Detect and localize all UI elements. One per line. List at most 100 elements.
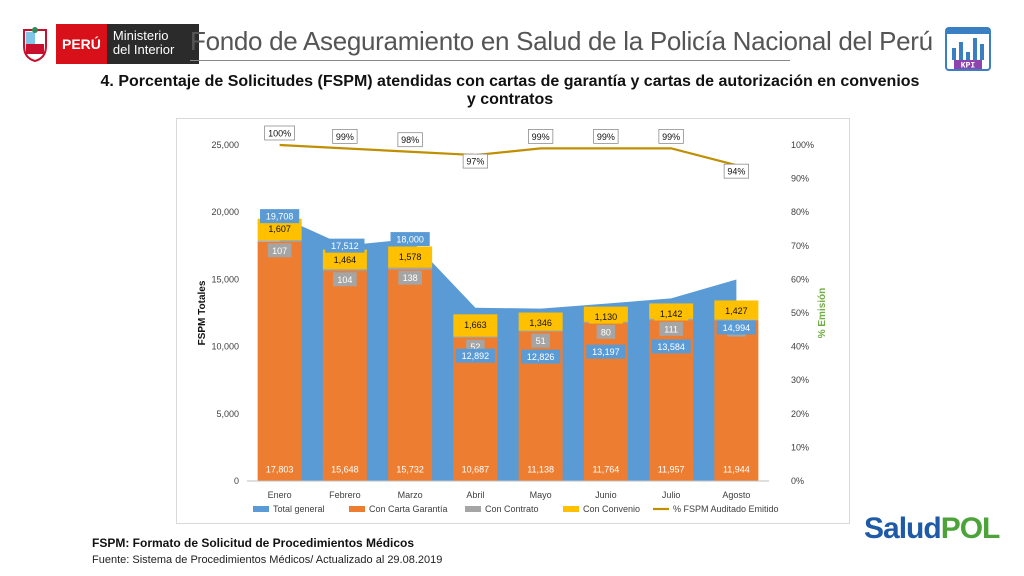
x-tick-label: Agosto bbox=[722, 490, 750, 500]
bar-garantia bbox=[257, 241, 302, 481]
bar-contrato bbox=[322, 269, 367, 271]
label-garantia: 11,944 bbox=[723, 465, 750, 475]
label-garantia-box bbox=[586, 462, 626, 476]
brand-part-1: Salud bbox=[864, 512, 942, 545]
saludpol-logo[interactable]: SaludPOL bbox=[864, 512, 1000, 546]
footer-source: Fuente: Sistema de Procedimientos Médico… bbox=[92, 554, 443, 566]
y2-tick-label: 30% bbox=[791, 375, 809, 385]
label-garantia: 17,803 bbox=[266, 465, 294, 475]
label-total: 18,000 bbox=[396, 235, 424, 245]
bar-garantia bbox=[388, 269, 433, 481]
label-garantia-box bbox=[455, 462, 495, 476]
label-convenio: 1,427 bbox=[725, 306, 748, 316]
bar-garantia bbox=[714, 320, 759, 481]
legend-swatch bbox=[465, 506, 481, 512]
y2-tick-label: 20% bbox=[791, 409, 809, 419]
x-tick-label: Marzo bbox=[398, 490, 423, 500]
bar-garantia bbox=[322, 270, 367, 481]
label-total-box bbox=[521, 349, 561, 364]
pct-line bbox=[279, 143, 737, 167]
label-pct: 97% bbox=[466, 157, 484, 167]
legend-swatch bbox=[253, 506, 269, 512]
y2-tick-label: 80% bbox=[791, 207, 809, 217]
x-tick-label: Mayo bbox=[530, 490, 552, 500]
bar-contrato bbox=[388, 267, 433, 270]
label-total-box bbox=[455, 348, 495, 363]
label-convenio: 1,346 bbox=[529, 318, 552, 328]
y2-tick-label: 90% bbox=[791, 174, 809, 184]
label-total: 19,708 bbox=[266, 212, 294, 222]
label-pct: 100% bbox=[268, 129, 291, 139]
label-contrato-box bbox=[596, 324, 616, 339]
label-pct: 99% bbox=[532, 132, 550, 142]
label-convenio-box bbox=[654, 306, 689, 321]
label-convenio: 1,663 bbox=[464, 320, 487, 330]
label-convenio-box bbox=[719, 303, 754, 318]
label-garantia: 11,957 bbox=[658, 465, 685, 475]
label-pct-box bbox=[528, 129, 554, 144]
label-pct-box bbox=[723, 163, 749, 179]
label-contrato: 80 bbox=[601, 327, 611, 337]
legend-swatch bbox=[349, 506, 365, 512]
y2-tick-label: 0% bbox=[791, 476, 804, 486]
y2-tick-label: 10% bbox=[791, 442, 809, 452]
label-convenio-box bbox=[588, 309, 623, 324]
y2-tick-label: 40% bbox=[791, 342, 809, 352]
label-contrato-box bbox=[398, 270, 422, 285]
label-contrato-box bbox=[531, 333, 550, 348]
label-convenio-box bbox=[458, 317, 493, 332]
fspm-chart: 0 5,000 10,000 15,000 20,000 25,000 0% 10% 20% 30… bbox=[197, 125, 828, 514]
label-total-box bbox=[325, 238, 365, 253]
label-garantia: 15,648 bbox=[331, 465, 359, 475]
ministry-line-2: del Interior bbox=[112, 42, 175, 57]
kpi-icon[interactable]: KPI bbox=[944, 26, 992, 72]
peru-label: PERÚ bbox=[56, 24, 107, 64]
label-contrato-box bbox=[333, 272, 357, 287]
ministry-name: Ministerio del Interior bbox=[106, 24, 199, 64]
legend-label: Total general bbox=[273, 504, 325, 514]
label-total-box bbox=[260, 209, 300, 224]
y-axis-title: FSPM Totales bbox=[197, 280, 208, 345]
label-garantia: 15,732 bbox=[396, 465, 424, 475]
label-garantia: 11,138 bbox=[527, 465, 554, 475]
label-convenio: 1,578 bbox=[399, 252, 422, 262]
peru-crest-icon bbox=[23, 27, 47, 62]
chart-frame: 0 5,000 10,000 15,000 20,000 25,000 0% 10% 20% 30… bbox=[176, 118, 850, 524]
x-tick-label: Abril bbox=[466, 490, 484, 500]
label-total: 12,892 bbox=[462, 351, 490, 361]
label-garantia: 11,764 bbox=[592, 465, 619, 475]
label-garantia: 10,687 bbox=[462, 465, 490, 475]
label-contrato-box bbox=[267, 243, 292, 258]
y-tick-label: 5,000 bbox=[216, 409, 239, 419]
label-garantia-box bbox=[260, 462, 300, 476]
label-total: 13,584 bbox=[657, 342, 685, 352]
fondo-title: Fondo de Aseguramiento en Salud de la Po… bbox=[190, 26, 933, 56]
y-tick-label: 10,000 bbox=[211, 342, 239, 352]
legend-label: Con Carta Garantía bbox=[369, 504, 448, 514]
label-pct-box bbox=[593, 129, 619, 144]
y-tick-label: 20,000 bbox=[211, 207, 239, 217]
y2-tick-label: 100% bbox=[791, 140, 814, 150]
bar-contrato bbox=[453, 336, 498, 338]
x-tick-label: Febrero bbox=[329, 490, 361, 500]
label-convenio-box bbox=[393, 249, 428, 264]
label-pct-box bbox=[332, 129, 358, 144]
ministry-logo[interactable]: PERÚ Ministerio del Interior bbox=[20, 24, 199, 64]
y2-tick-label: 50% bbox=[791, 308, 809, 318]
x-tick-label: Julio bbox=[662, 490, 681, 500]
label-pct: 94% bbox=[727, 167, 745, 177]
label-total: 14,994 bbox=[723, 323, 751, 333]
label-pct-box bbox=[462, 153, 488, 169]
label-contrato: 138 bbox=[403, 273, 418, 283]
kpi-label: KPI bbox=[961, 62, 976, 71]
label-pct: 99% bbox=[662, 132, 680, 142]
label-pct-box bbox=[397, 132, 423, 148]
legend-label: Con Contrato bbox=[485, 504, 539, 514]
ministry-line-1: Ministerio bbox=[112, 28, 169, 43]
label-contrato: 107 bbox=[272, 246, 287, 256]
label-contrato-box bbox=[659, 321, 683, 336]
bar-contrato bbox=[518, 330, 563, 332]
label-convenio: 1,464 bbox=[334, 255, 357, 265]
label-convenio-box bbox=[327, 252, 362, 267]
label-total-box bbox=[586, 344, 626, 359]
